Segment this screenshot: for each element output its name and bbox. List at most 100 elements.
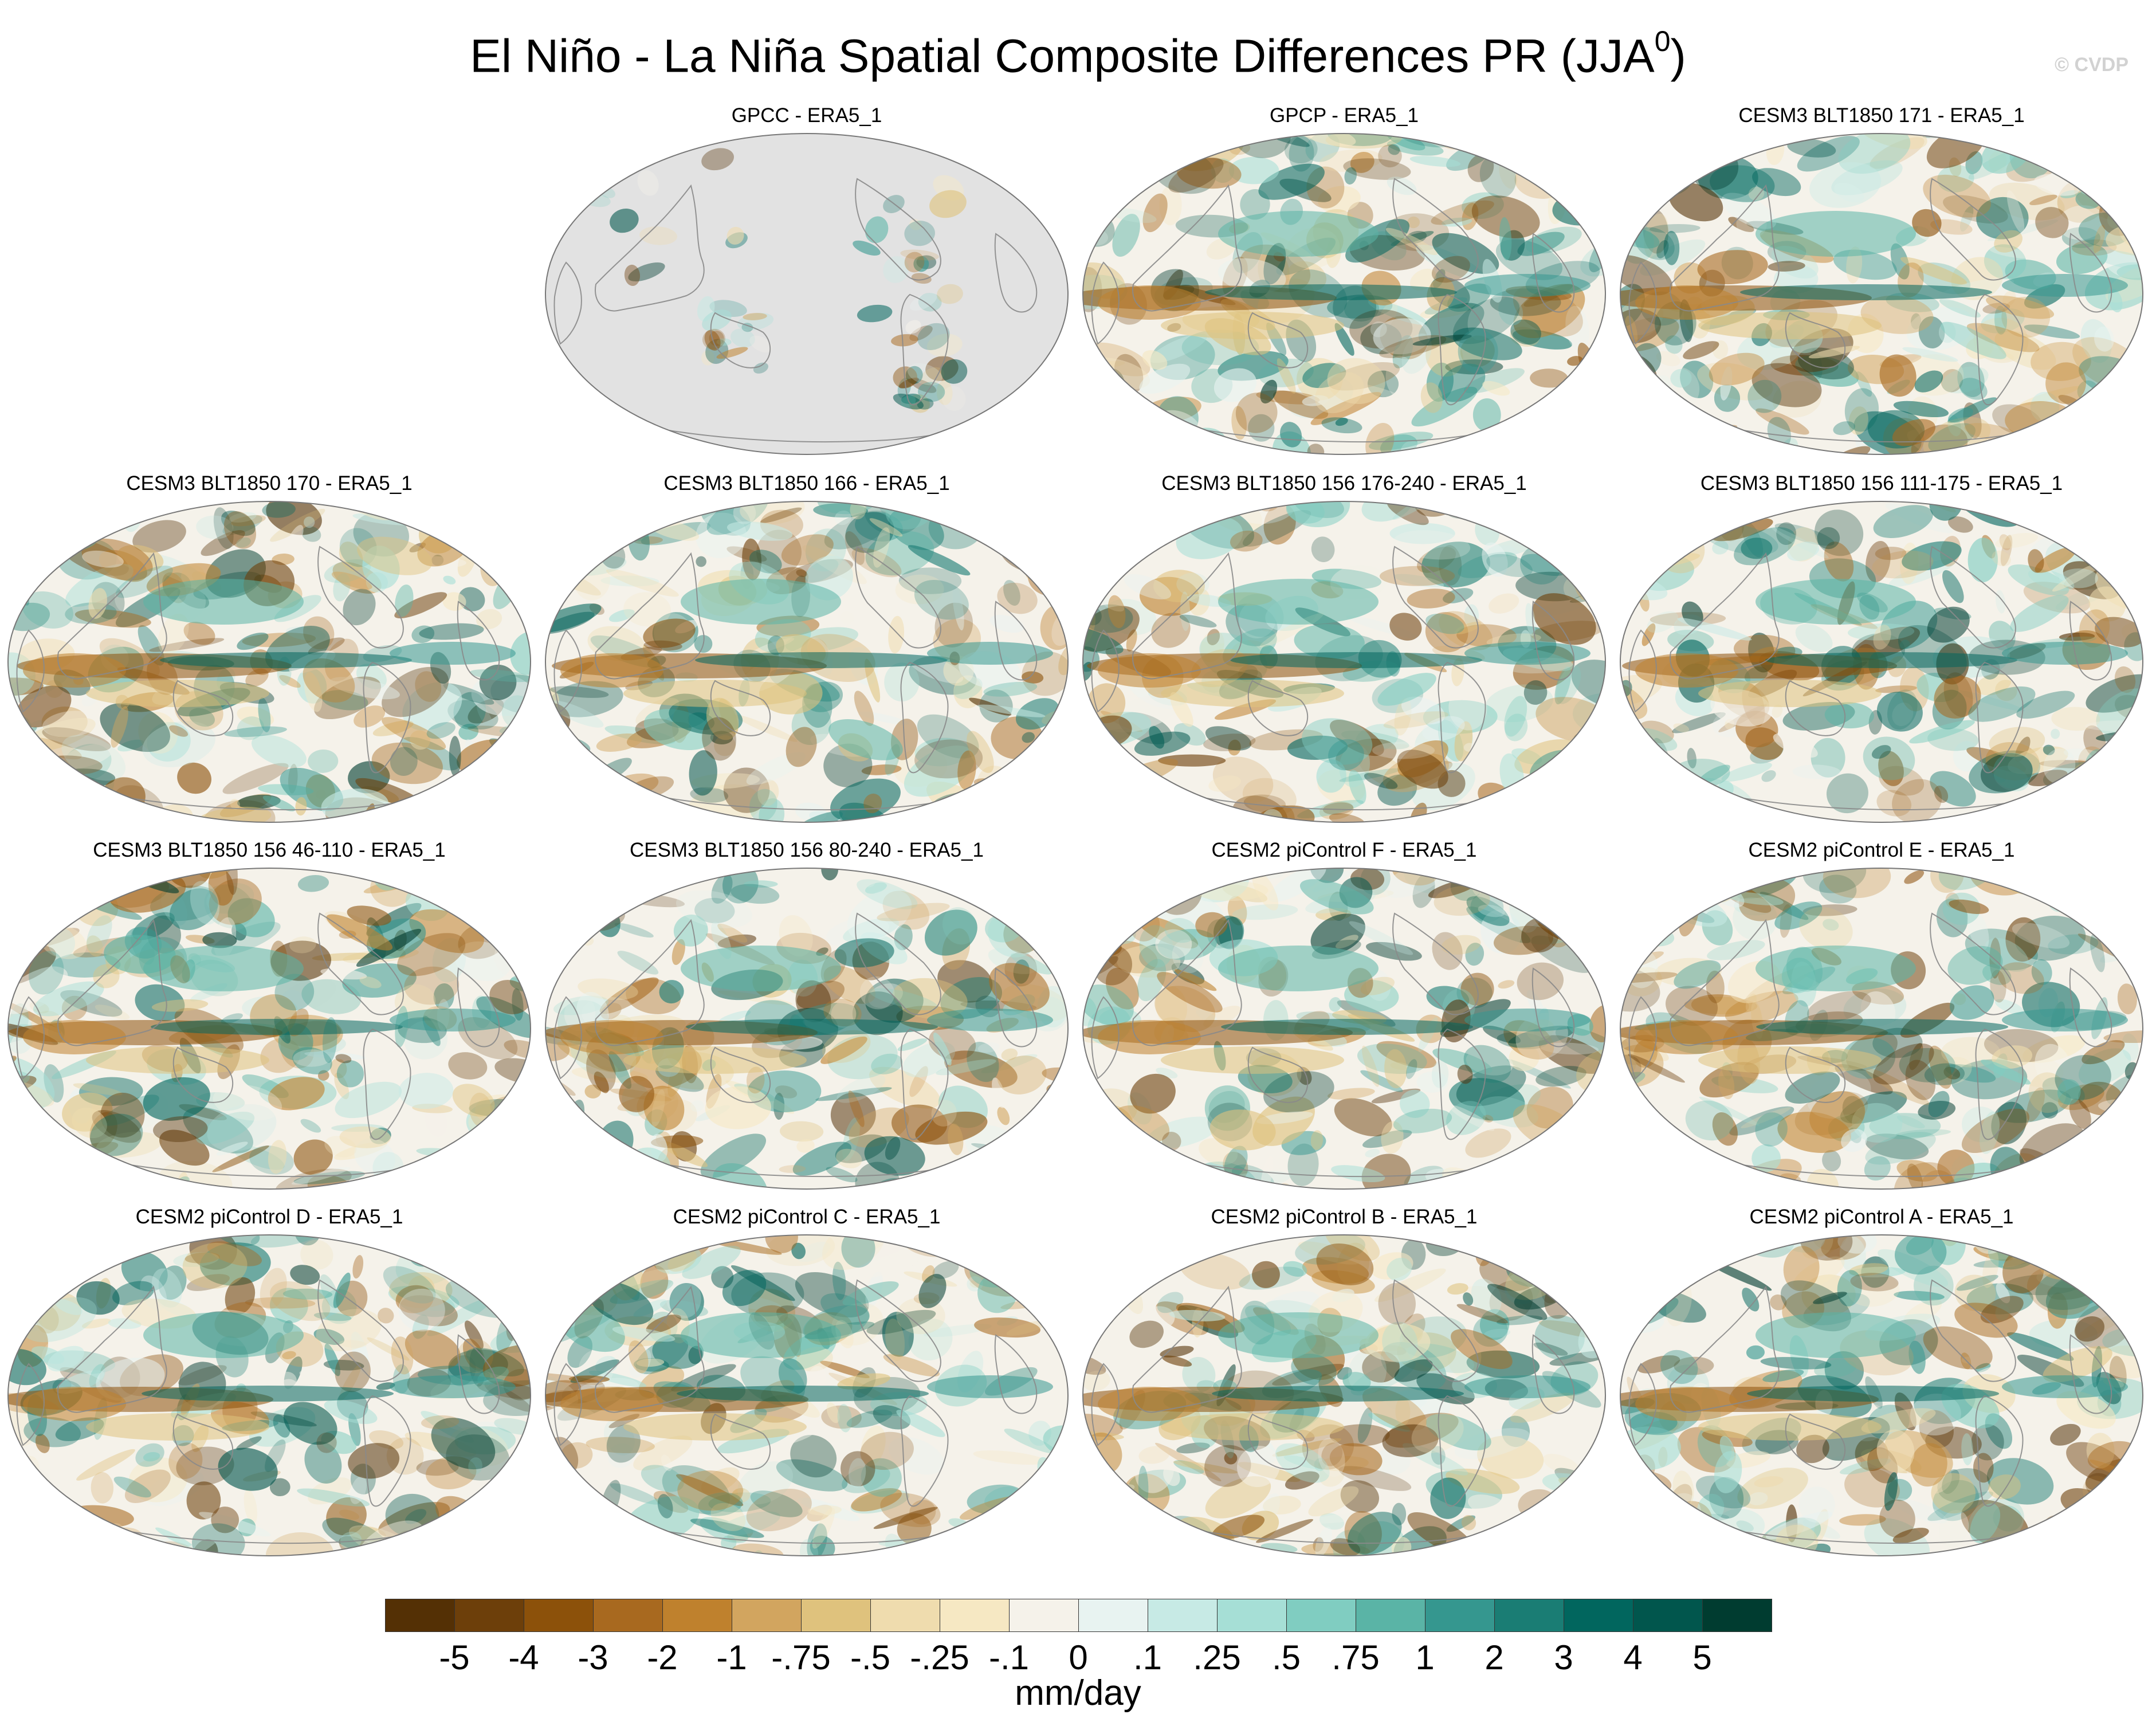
precip-anomaly-blob xyxy=(2028,568,2075,591)
coastline xyxy=(1975,1028,2024,1140)
precip-anomaly-blob xyxy=(1811,737,1845,778)
map-panel: CESM3 BLT1850 166 - ERA5_1 xyxy=(537,471,1076,838)
precip-anomaly-blob xyxy=(2043,1346,2112,1383)
precip-anomaly-blob xyxy=(1141,521,1184,536)
precip-anomaly-blob xyxy=(1230,531,1263,552)
precip-anomaly-blob xyxy=(484,1485,531,1513)
precip-anomaly-blob xyxy=(756,529,802,575)
precip-anomaly-blob xyxy=(1031,868,1068,887)
coastline xyxy=(1628,996,1657,1080)
precip-anomaly-blob xyxy=(834,938,894,968)
precip-anomaly-blob xyxy=(1876,692,1923,732)
precip-anomaly-blob xyxy=(1729,1106,1794,1136)
precip-anomaly-blob xyxy=(457,1277,531,1288)
precip-anomaly-blob xyxy=(1208,775,1242,792)
map-border xyxy=(1620,1234,2143,1556)
precip-anomaly-blob xyxy=(321,1289,357,1324)
precip-anomaly-blob xyxy=(2088,586,2126,622)
coastline xyxy=(317,546,404,649)
coastline xyxy=(1531,233,1575,313)
equatorial-anomaly-band xyxy=(143,946,304,991)
precip-anomaly-blob xyxy=(54,1299,83,1315)
map-border xyxy=(545,501,1069,823)
panel-title: GPCP - ERA5_1 xyxy=(1269,104,1419,127)
precip-anomaly-blob xyxy=(197,806,272,822)
precip-anomaly-blob xyxy=(2052,561,2104,592)
precip-anomaly-blob xyxy=(791,703,831,746)
precip-anomaly-blob xyxy=(1151,613,1191,648)
colorbar-tick-label: .5 xyxy=(1271,1638,1301,1677)
precip-anomaly-blob xyxy=(1441,999,1471,1043)
precip-anomaly-blob xyxy=(998,1154,1058,1176)
precip-anomaly-blob xyxy=(2080,319,2112,363)
precip-anomaly-blob xyxy=(1892,779,1942,822)
precip-anomaly-blob xyxy=(1813,1292,1847,1304)
precip-anomaly-blob xyxy=(1112,214,1140,257)
precip-anomaly-blob xyxy=(1212,1515,1265,1540)
precip-anomaly-blob xyxy=(882,1312,914,1357)
precip-anomaly-blob xyxy=(1742,1288,1760,1312)
precip-anomaly-blob xyxy=(1231,406,1247,440)
precip-anomaly-blob xyxy=(1466,896,1510,926)
colorbar-segment xyxy=(940,1599,1010,1632)
colorbar-segment xyxy=(454,1599,524,1632)
precip-anomaly-blob xyxy=(1378,1282,1416,1325)
precip-anomaly-blob xyxy=(1308,1486,1359,1517)
precip-anomaly-blob xyxy=(269,1478,290,1497)
precip-anomaly-blob xyxy=(578,978,638,1001)
precip-anomaly-blob xyxy=(2053,868,2090,899)
precip-anomaly-blob xyxy=(1393,1108,1452,1133)
precip-anomaly-blob xyxy=(1142,501,1201,523)
precip-anomaly-blob xyxy=(746,1066,765,1094)
precip-anomaly-blob xyxy=(140,1275,167,1311)
precip-anomaly-blob xyxy=(718,1010,751,1023)
precip-anomaly-blob xyxy=(1329,1443,1383,1476)
precip-anomaly-blob xyxy=(1410,268,1437,291)
precip-anomaly-blob xyxy=(1943,1066,1961,1080)
precip-anomaly-blob xyxy=(448,1052,488,1080)
precip-anomaly-blob xyxy=(1776,522,1797,545)
precip-anomaly-blob xyxy=(967,731,994,773)
precip-anomaly-blob xyxy=(608,1051,632,1089)
equatorial-anomaly-band xyxy=(927,1009,1053,1031)
precip-anomaly-blob xyxy=(757,779,779,806)
precip-anomaly-blob xyxy=(378,1502,450,1537)
precip-anomaly-blob xyxy=(545,758,561,799)
precip-anomaly-blob xyxy=(1452,296,1520,344)
precip-anomaly-blob xyxy=(545,1256,583,1286)
precip-anomaly-blob xyxy=(983,681,1038,697)
precip-anomaly-blob xyxy=(1431,200,1494,225)
map-border xyxy=(1620,501,2143,823)
colorbar-tick-label: -2 xyxy=(647,1638,678,1677)
precip-anomaly-blob xyxy=(479,788,531,822)
precip-anomaly-blob xyxy=(1495,239,1562,280)
precip-anomaly-blob xyxy=(1104,1269,1131,1293)
coastline xyxy=(1091,1363,1120,1446)
precip-anomaly-blob xyxy=(236,1436,262,1450)
precip-anomaly-blob xyxy=(1085,1175,1155,1189)
precip-anomaly-blob xyxy=(333,1272,351,1308)
precip-anomaly-blob xyxy=(1411,1413,1464,1453)
precip-anomaly-blob xyxy=(753,362,768,374)
precip-anomaly-blob xyxy=(411,625,435,644)
precip-anomaly-blob xyxy=(199,1242,271,1286)
precip-anomaly-blob xyxy=(1838,134,1911,174)
robinson-map xyxy=(1620,1234,2143,1556)
precip-anomaly-blob xyxy=(1083,1171,1124,1189)
precip-anomaly-blob xyxy=(592,1235,627,1262)
precip-anomaly-blob xyxy=(1367,370,1399,398)
precip-anomaly-blob xyxy=(293,1139,333,1175)
precip-anomaly-blob xyxy=(1826,773,1868,814)
precip-anomaly-blob xyxy=(737,1461,794,1505)
precip-anomaly-blob xyxy=(1546,429,1605,444)
precip-anomaly-blob xyxy=(1149,868,1180,896)
precip-anomaly-blob xyxy=(869,518,903,537)
precip-anomaly-blob xyxy=(908,545,971,576)
precip-anomaly-blob xyxy=(76,1281,120,1315)
coastline xyxy=(457,967,500,1048)
precip-anomaly-blob xyxy=(1799,907,1853,950)
coastline xyxy=(900,1028,949,1140)
precip-anomaly-blob xyxy=(1712,1112,1738,1146)
equatorial-anomaly-band xyxy=(677,1386,929,1402)
precip-anomaly-blob xyxy=(196,1111,255,1145)
